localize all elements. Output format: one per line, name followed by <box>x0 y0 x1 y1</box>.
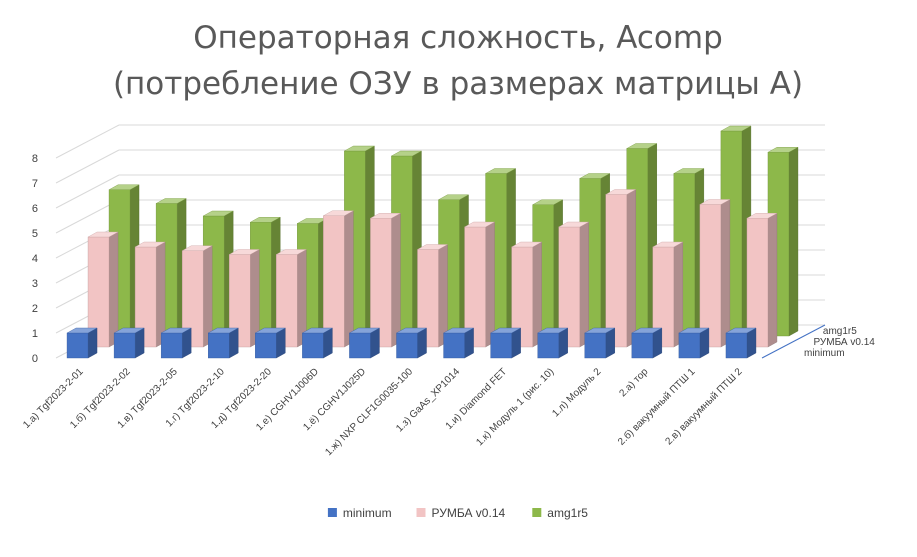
legend-item: amg1r5 <box>532 506 588 520</box>
bar-minimum-15 <box>725 327 757 359</box>
bar--v0-14-6 <box>322 210 355 348</box>
x-tick-label: 2.в) вакуумный ПТШ 2 <box>664 366 745 447</box>
bar-minimum-8 <box>395 327 428 359</box>
legend: minimum РУМБА v0.14 amg1r5 <box>327 506 588 520</box>
bar-minimum-12 <box>583 327 616 359</box>
bar-minimum-2 <box>113 327 145 359</box>
x-tick-label: 1.к) Модуль 1 (рис. 10) <box>474 366 556 448</box>
legend-item: РУМБА v0.14 <box>416 506 506 520</box>
legend-swatch <box>327 508 337 517</box>
bar-minimum-1 <box>66 327 98 359</box>
bar-minimum-10 <box>489 327 522 359</box>
legend-item: minimum <box>327 506 392 520</box>
x-tick-label: 2.б) вакуумный ПТШ 1 <box>615 365 697 447</box>
bar-minimum-4 <box>207 327 240 359</box>
legend-swatch <box>532 508 542 517</box>
depth-axis-label: amg1r5 <box>823 326 857 337</box>
chart-title-line-1: Операторная сложность, Acomp <box>193 20 723 56</box>
bar--v0-14-8 <box>416 244 449 348</box>
legend-swatch <box>416 508 426 517</box>
bar--v0-14-1 <box>87 231 119 348</box>
x-tick-label: 1.л) Модуль 2 <box>550 366 603 419</box>
y-tick-label: 5 <box>32 228 38 240</box>
depth-axis-label: РУМБА v0.14 <box>813 337 875 348</box>
bar-minimum-6 <box>301 327 334 359</box>
y-tick-label: 6 <box>32 203 38 215</box>
legend-label: amg1r5 <box>547 506 588 520</box>
bar-minimum-9 <box>442 327 475 359</box>
depth-axis-label: minimum <box>804 348 845 359</box>
bar-minimum-13 <box>631 327 663 359</box>
chart-title-line-2: (потребление ОЗУ в размерах матрицы А) <box>113 66 803 102</box>
y-tick-label: 7 <box>32 178 38 190</box>
chart-title: Операторная сложность, Acomp (потреблени… <box>113 20 803 102</box>
bar--v0-14-12 <box>604 189 637 348</box>
bar-minimum-11 <box>536 327 569 359</box>
bar--v0-14-2 <box>134 241 166 348</box>
legend-label: РУМБА v0.14 <box>432 506 506 520</box>
bar--v0-14-5 <box>275 249 308 348</box>
y-tick-label: 8 <box>32 153 38 165</box>
x-axis-labels: 1.а) Tgf2023-2-011.б) Tgf2023-2-021.в) T… <box>21 365 745 458</box>
bar--v0-14-3 <box>181 245 213 348</box>
bar--v0-14-14 <box>699 199 731 348</box>
bar--v0-14-11 <box>557 221 590 348</box>
y-tick-label: 3 <box>32 278 38 290</box>
bar--v0-14-9 <box>463 221 496 348</box>
bar-minimum-14 <box>678 327 710 359</box>
bars <box>66 125 799 359</box>
legend-label: minimum <box>343 506 392 520</box>
x-tick-label: 1.ж) NXP CLF1G0035-100 <box>323 366 415 458</box>
y-axis-ticks: 0 1 2 3 4 5 6 7 8 <box>32 153 38 365</box>
y-tick-label: 0 <box>32 353 38 365</box>
bar--v0-14-10 <box>510 241 543 348</box>
y-tick-label: 1 <box>32 328 38 340</box>
y-tick-label: 2 <box>32 303 38 315</box>
bar--v0-14-13 <box>652 241 684 348</box>
bar-minimum-5 <box>254 327 287 359</box>
bar--v0-14-7 <box>369 212 402 348</box>
bar--v0-14-15 <box>746 212 778 348</box>
y-tick-label: 4 <box>32 253 38 265</box>
bar-minimum-7 <box>348 327 381 359</box>
bar-minimum-3 <box>160 327 192 359</box>
x-tick-label: 2.а) тор <box>617 366 650 399</box>
